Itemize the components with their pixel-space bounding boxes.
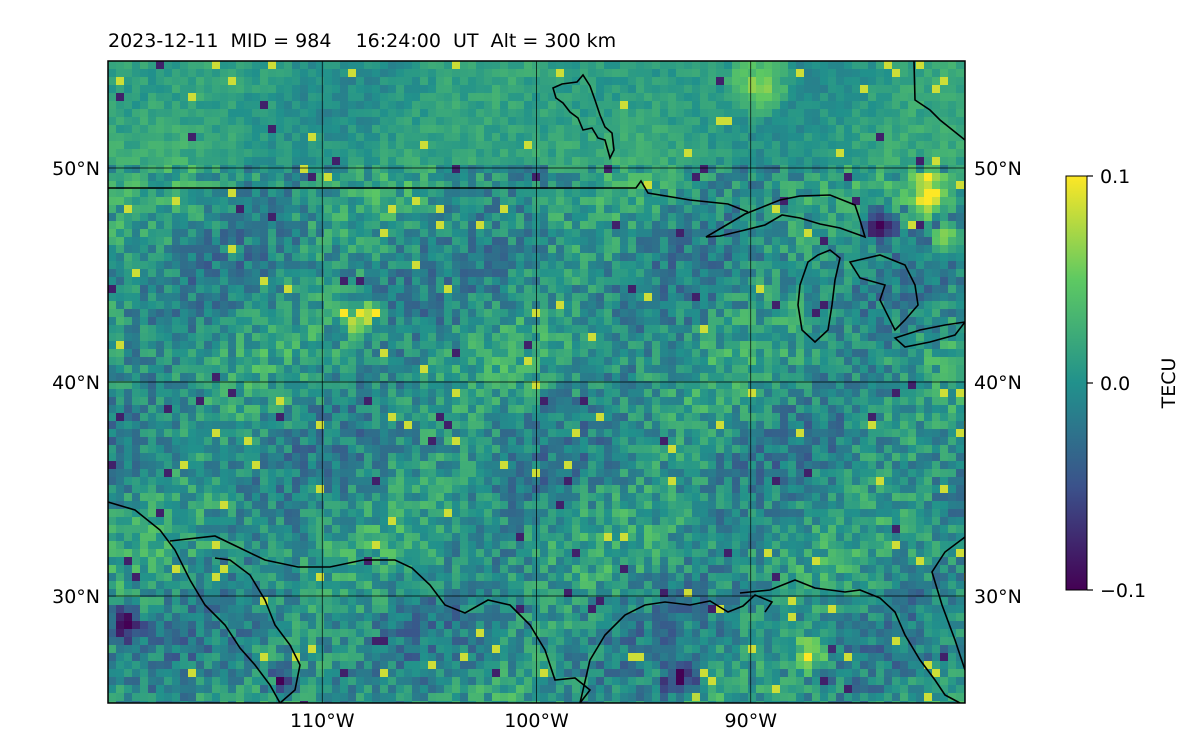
colorbar: 0.1 0.0 −0.1 TECU	[1065, 166, 1180, 602]
map-gridlines	[108, 61, 965, 703]
x-tick-label: 90°W	[725, 710, 778, 732]
coastlines-borders	[108, 61, 965, 703]
y-tick-label-left: 30°N	[52, 586, 100, 608]
x-tick-label: 110°W	[290, 710, 355, 732]
y-tick-label-right: 50°N	[974, 158, 1022, 180]
baja-pacific-coast	[108, 501, 281, 703]
y-tick-label-left: 40°N	[52, 372, 100, 394]
title-date: 2023-12-11	[108, 30, 219, 52]
lake-michigan-outline	[797, 249, 841, 344]
y-tick-label-left: 50°N	[52, 158, 100, 180]
colorbar-tick-label: −0.1	[1100, 580, 1146, 602]
x-tick-label: 100°W	[504, 710, 569, 732]
atlantic-coast	[931, 536, 965, 671]
map-axis-ticks: 110°W 100°W 90°W 50°N 50°N 40°N 40°N 30°N 30°N	[52, 158, 1022, 732]
lake-superior-outline	[705, 194, 867, 239]
canada-east-coast	[913, 61, 965, 141]
gulf-of-california	[214, 557, 301, 703]
title-time: 16:24:00 UT	[355, 30, 479, 52]
lake-huron-outline	[848, 254, 919, 332]
colorbar-ticks: 0.1 0.0 −0.1	[1087, 166, 1146, 602]
title-alt: Alt = 300 km	[490, 30, 617, 52]
lake-erie-outline	[893, 321, 965, 348]
map-frame	[107, 60, 966, 704]
colorbar-label: TECU	[1158, 358, 1180, 410]
canada-us-border	[108, 179, 749, 213]
colorbar-tick-label: 0.1	[1100, 166, 1130, 188]
gulf-coast-texas	[579, 594, 774, 703]
colorbar-tick-label: 0.0	[1100, 373, 1130, 395]
y-tick-label-right: 40°N	[974, 372, 1022, 394]
colorbar-gradient	[1065, 175, 1088, 591]
us-mexico-border	[169, 535, 592, 703]
map-title: 2023-12-11 MID = 984 16:24:00 UT Alt = 3…	[108, 30, 616, 52]
gulf-coast-louisiana-florida	[739, 579, 961, 703]
title-mid: MID = 984	[230, 30, 332, 52]
hudson-bay-coast	[552, 73, 615, 161]
tec-heatmap	[108, 61, 965, 703]
y-tick-label-right: 30°N	[974, 586, 1022, 608]
